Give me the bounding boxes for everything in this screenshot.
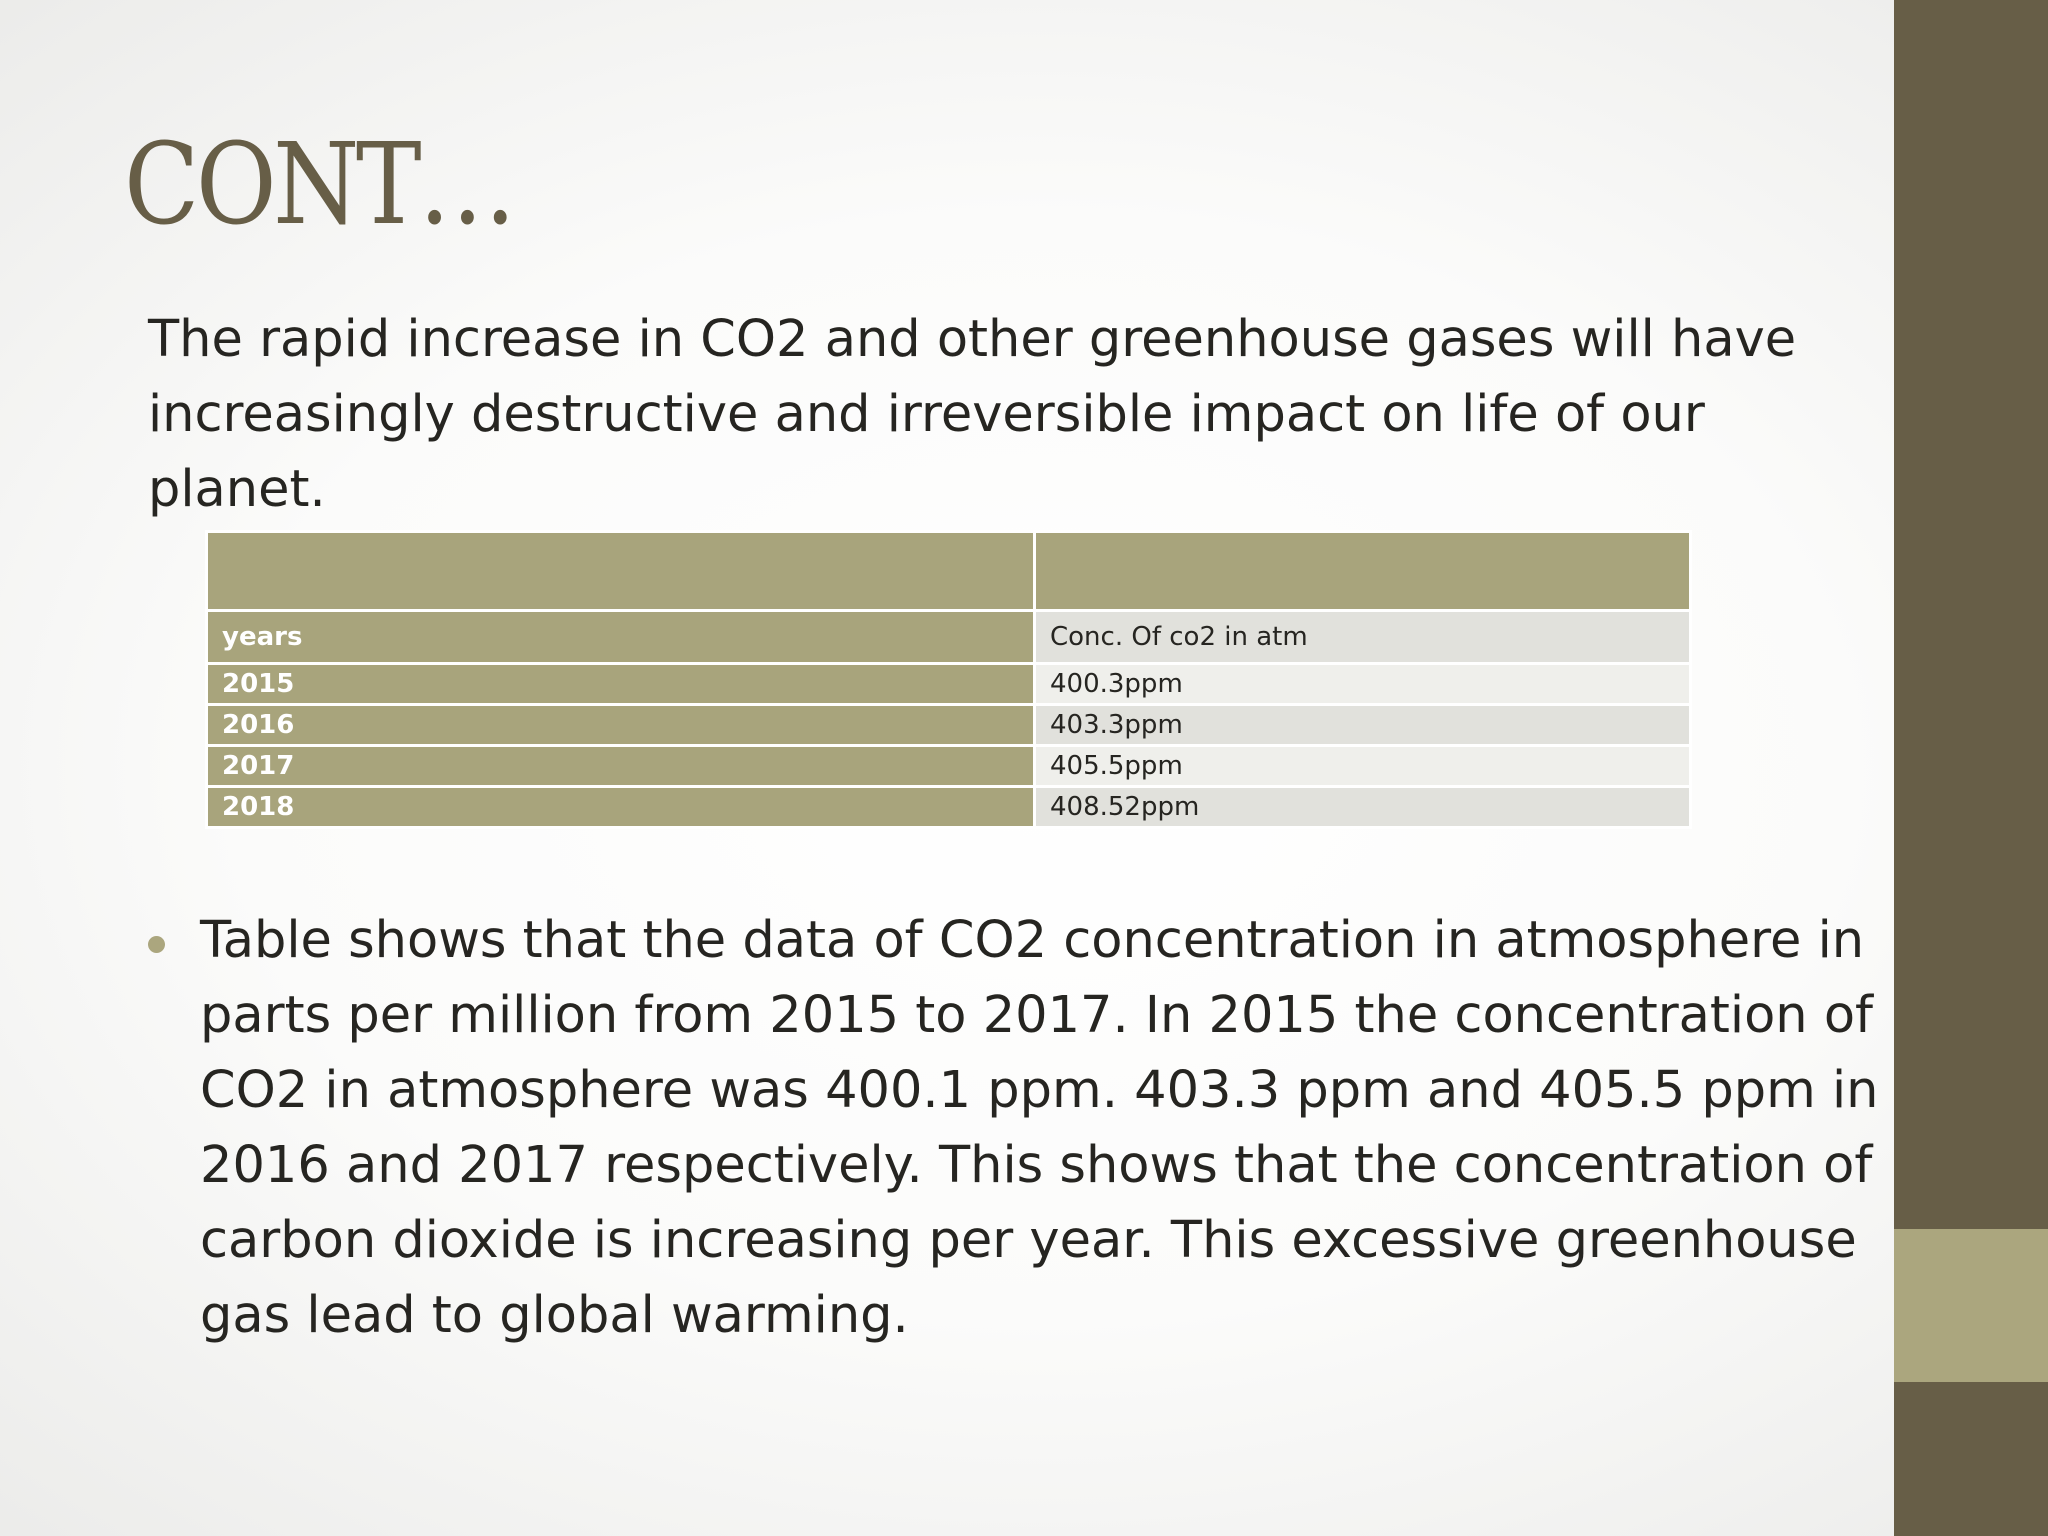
concentration-column-label: Conc. Of co2 in atm xyxy=(1033,609,1692,665)
concentration-cell: 403.3ppm xyxy=(1033,703,1692,747)
concentration-cell: 400.3ppm xyxy=(1033,662,1692,706)
bullet-item: Table shows that the data of CO2 concent… xyxy=(148,903,1888,1353)
year-cell: 2017 xyxy=(205,744,1036,788)
table-row: 2015 400.3ppm xyxy=(205,662,1692,706)
side-bar-accent xyxy=(1894,1229,2048,1382)
bullet-text: Table shows that the data of CO2 concent… xyxy=(200,911,1879,1345)
concentration-cell: 405.5ppm xyxy=(1033,744,1692,788)
concentration-cell: 408.52ppm xyxy=(1033,785,1692,829)
slide-background: CONT… The rapid increase in CO2 and othe… xyxy=(0,0,1894,1536)
table-header-cell xyxy=(205,530,1036,612)
table-header-row xyxy=(205,530,1692,612)
table-row: 2016 403.3ppm xyxy=(205,703,1692,747)
table-header-cell xyxy=(1033,530,1692,612)
co2-data-table: years Conc. Of co2 in atm 2015 400.3ppm … xyxy=(205,530,1692,829)
slide-title: CONT… xyxy=(124,120,517,250)
year-cell: 2016 xyxy=(205,703,1036,747)
bullet-dot-icon xyxy=(148,936,165,953)
year-cell: 2018 xyxy=(205,785,1036,829)
table-row: 2017 405.5ppm xyxy=(205,744,1692,788)
table-row: 2018 408.52ppm xyxy=(205,785,1692,829)
intro-paragraph: The rapid increase in CO2 and other gree… xyxy=(148,310,1797,519)
years-column-label: years xyxy=(205,609,1036,665)
table-column-label-row: years Conc. Of co2 in atm xyxy=(205,609,1692,665)
year-cell: 2015 xyxy=(205,662,1036,706)
